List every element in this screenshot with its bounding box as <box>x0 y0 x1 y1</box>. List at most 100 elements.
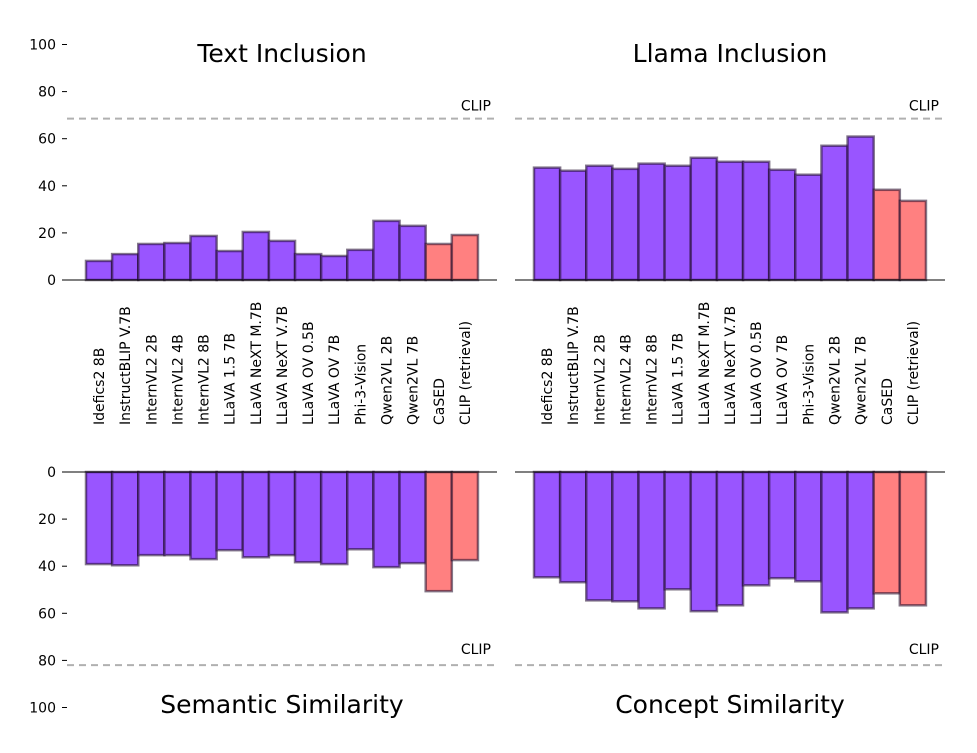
y-tick-label: 0 <box>47 273 56 289</box>
bar-cased <box>424 242 454 282</box>
x-tick-label: LLaVA OV 0.5B <box>301 321 317 425</box>
bar-llava-next-v-7b <box>715 160 745 282</box>
bar-internvl2-2b <box>137 242 166 282</box>
bar-clip-retrieval- <box>450 470 480 562</box>
bar-internvl2-2b <box>585 164 614 282</box>
bar-phi-3-vision <box>346 470 375 551</box>
bar-internvl2-4b <box>611 470 640 603</box>
bar-clip-retrieval- <box>898 199 928 282</box>
bar-llava-next-v-7b <box>267 470 297 557</box>
x-tick-label: InternVL2 8B <box>197 334 213 425</box>
bar-llava-ov-0-5b <box>293 252 323 282</box>
bar-instructblip-v-7b <box>558 470 588 584</box>
bar-qwen2vl-2b <box>820 470 849 614</box>
bar-internvl2-2b <box>137 470 166 557</box>
panel-title: Llama Inclusion <box>633 39 828 68</box>
bar-llava-next-v-7b <box>715 470 745 607</box>
bar-llava-ov-7b <box>319 470 349 566</box>
bar-instructblip-v-7b <box>110 252 140 282</box>
x-tick-label: Qwen2VL 7B <box>406 336 422 425</box>
x-tick-label: InternVL2 4B <box>170 334 186 425</box>
panel-semantic-similarity: Semantic Similarity CLIP <box>67 470 497 719</box>
y-tick-label: 100 <box>29 701 56 717</box>
y-tick-label: 80 <box>38 85 56 101</box>
bar-qwen2vl-2b <box>372 470 401 569</box>
x-tick-label: LLaVA OV 7B <box>775 335 791 425</box>
x-tick-label: LLaVA NeXT M.7B <box>697 302 713 425</box>
reference-label: CLIP <box>461 99 491 115</box>
reference-label: CLIP <box>909 99 939 115</box>
y-tick-label: 40 <box>38 559 56 575</box>
x-tick-label: InternVL2 2B <box>144 334 160 425</box>
x-tick-label: CaSED <box>432 378 448 425</box>
bar-llava-ov-7b <box>767 470 797 580</box>
x-tick-label: Qwen2VL 2B <box>827 336 843 425</box>
x-tick-label: LLaVA OV 7B <box>327 335 343 425</box>
y-tick-label: 20 <box>38 512 56 528</box>
x-tick-label: InternVL2 8B <box>645 334 661 425</box>
x-tick-label: InstructBLIP V.7B <box>118 306 134 425</box>
y-axis-top: 0 20 40 60 80 100 <box>29 38 67 289</box>
bar-cased <box>872 188 902 282</box>
x-tick-label: LLaVA 1.5 7B <box>671 333 687 425</box>
bar-internvl2-4b <box>163 470 192 557</box>
panel-llama-inclusion: Llama Inclusion CLIP <box>515 39 945 282</box>
bar-llava-ov-7b <box>319 254 349 282</box>
x-tick-label: LLaVA NeXT V.7B <box>275 306 291 425</box>
x-tick-label: Idefics2 8B <box>92 348 108 425</box>
bar-llava-1-5-7b <box>663 164 693 282</box>
x-tick-label: LLaVA OV 0.5B <box>749 321 765 425</box>
x-tick-label: InternVL2 2B <box>592 334 608 425</box>
x-tick-label: Phi-3-Vision <box>353 344 369 425</box>
y-tick-label: 20 <box>38 226 56 242</box>
x-tick-label: LLaVA NeXT V.7B <box>723 306 739 425</box>
y-tick-label: 80 <box>38 653 56 669</box>
x-tick-label: InstructBLIP V.7B <box>566 306 582 425</box>
bar-qwen2vl-7b <box>398 224 427 282</box>
reference-label: CLIP <box>909 642 939 658</box>
bar-internvl2-4b <box>611 167 640 282</box>
bar-instructblip-v-7b <box>558 169 588 282</box>
bar-llava-1-5-7b <box>215 470 245 552</box>
reference-label: CLIP <box>461 642 491 658</box>
panel-title: Semantic Similarity <box>160 690 404 719</box>
bar-llava-next-m-7b <box>241 230 271 282</box>
bar-llava-ov-0-5b <box>741 160 771 282</box>
bar-llava-next-m-7b <box>689 470 719 613</box>
bar-llava-ov-0-5b <box>293 470 323 564</box>
x-tick-label: LLaVA 1.5 7B <box>223 333 239 425</box>
bar-instructblip-v-7b <box>110 470 140 567</box>
bar-clip-retrieval- <box>450 233 480 282</box>
bar-phi-3-vision <box>794 173 823 282</box>
x-tick-label: Phi-3-Vision <box>801 344 817 425</box>
x-tick-labels-right: Idefics2 8B InstructBLIP V.7B InternVL2 2B… <box>540 302 922 425</box>
bar-llava-1-5-7b <box>215 249 245 282</box>
x-tick-label: Qwen2VL 2B <box>379 336 395 425</box>
x-tick-label: CLIP (retrieval) <box>458 321 474 425</box>
bar-llava-ov-0-5b <box>741 470 771 587</box>
bar-llava-1-5-7b <box>663 470 693 591</box>
bar-llava-next-v-7b <box>267 239 297 282</box>
bar-llava-next-m-7b <box>241 470 271 559</box>
bar-qwen2vl-7b <box>846 470 875 610</box>
bar-internvl2-8b <box>189 234 218 282</box>
x-tick-label: Qwen2VL 7B <box>854 336 870 425</box>
bar-cased <box>872 470 902 595</box>
bar-internvl2-4b <box>163 241 192 282</box>
x-tick-label: InternVL2 4B <box>618 334 634 425</box>
y-axis-bottom: 0 20 40 60 80 100 <box>29 465 67 717</box>
y-tick-label: 40 <box>38 179 56 195</box>
bar-cased <box>424 470 454 593</box>
bar-qwen2vl-2b <box>820 144 849 282</box>
bar-internvl2-8b <box>637 470 666 610</box>
x-tick-label: LLaVA NeXT M.7B <box>249 302 265 425</box>
bar-clip-retrieval- <box>898 470 928 607</box>
y-tick-label: 100 <box>29 38 56 54</box>
bar-idefics2-8b <box>532 470 562 579</box>
panel-title: Concept Similarity <box>615 690 845 719</box>
bar-qwen2vl-2b <box>372 219 401 282</box>
bar-internvl2-8b <box>189 470 218 561</box>
bar-idefics2-8b <box>532 166 562 282</box>
bar-llava-next-m-7b <box>689 156 719 282</box>
